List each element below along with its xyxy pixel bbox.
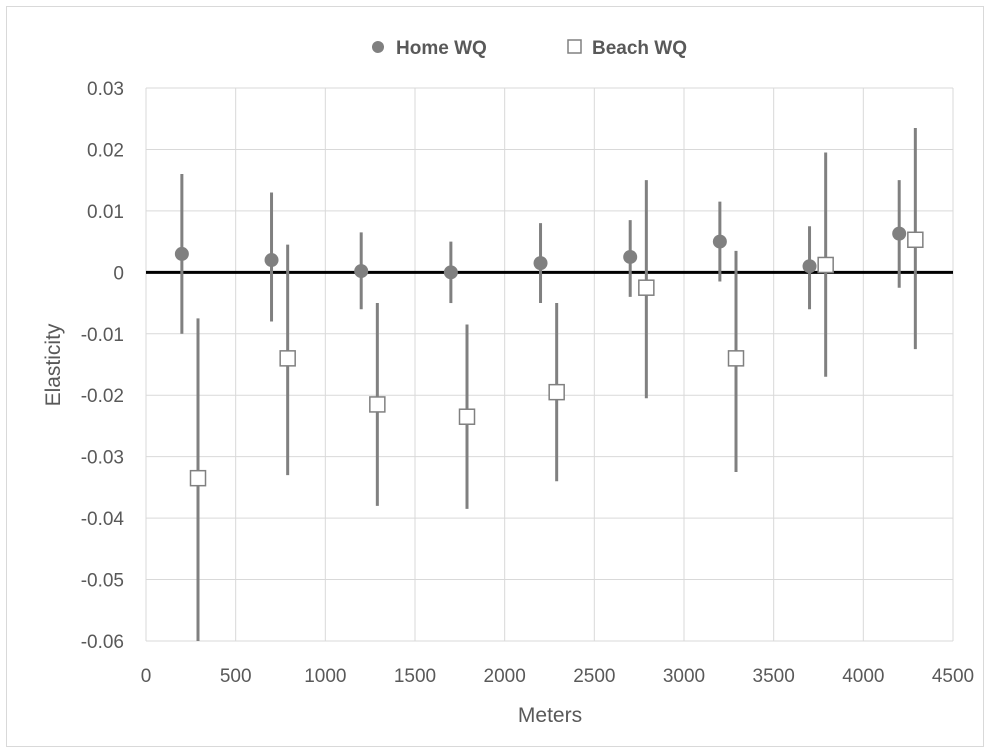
y-tick-label: -0.06 (81, 632, 124, 653)
beach-wq-point (189, 469, 207, 487)
beach-wq-point (817, 256, 834, 274)
legend-home-label: Home WQ (396, 38, 487, 59)
y-tick-label: -0.03 (81, 448, 124, 469)
y-tick-label: 0 (113, 263, 124, 284)
x-tick-label: 1000 (304, 666, 346, 687)
gridlines (145, 87, 954, 642)
tick-labels: 0 500 1000 1500 2000 2500 3000 3500 4000 4500 0.03… (81, 79, 974, 687)
y-tick-label: 0.01 (87, 202, 124, 223)
home-wq-point (354, 264, 369, 279)
legend-beach-marker (567, 39, 582, 54)
x-tick-label: 3500 (753, 666, 795, 687)
legend: Home WQ Beach WQ (372, 38, 687, 59)
x-tick-label: 1500 (394, 666, 436, 687)
beach-wq-point (369, 396, 386, 413)
beach-wq-point (458, 408, 476, 425)
legend-home-marker (372, 41, 384, 53)
x-tick-label: 2000 (484, 666, 526, 687)
y-tick-label: 0.02 (87, 140, 124, 161)
chart-frame (6, 6, 984, 747)
home-wq-point (712, 234, 727, 249)
home-wq-point (264, 253, 279, 268)
y-tick-label: -0.04 (81, 509, 125, 530)
y-tick-label: -0.01 (81, 325, 124, 346)
beach-wq-point (727, 350, 745, 367)
x-axis-title: Meters (518, 704, 582, 727)
y-axis-title: Elasticity (42, 323, 65, 406)
y-tick-label: 0.03 (87, 79, 124, 100)
x-tick-label: 0 (141, 666, 152, 687)
home-wq-point (892, 226, 907, 241)
y-tick-label: -0.02 (81, 386, 124, 407)
x-tick-label: 500 (220, 666, 252, 687)
beach-wq-point (907, 231, 924, 249)
x-tick-label: 4500 (932, 666, 974, 687)
beach-wq-point (548, 383, 565, 401)
beach-wq-point (638, 279, 655, 296)
home-wq-point (802, 259, 817, 274)
data-markers (174, 226, 924, 487)
home-wq-point (533, 256, 548, 271)
legend-beach-label: Beach WQ (592, 38, 687, 59)
home-wq-point (443, 265, 458, 280)
y-tick-label: -0.05 (81, 571, 124, 592)
x-tick-label: 3000 (663, 666, 705, 687)
home-wq-point (174, 246, 189, 261)
x-tick-label: 4000 (842, 666, 884, 687)
beach-wq-point (279, 350, 296, 367)
x-tick-label: 2500 (573, 666, 615, 687)
home-wq-point (623, 249, 638, 264)
